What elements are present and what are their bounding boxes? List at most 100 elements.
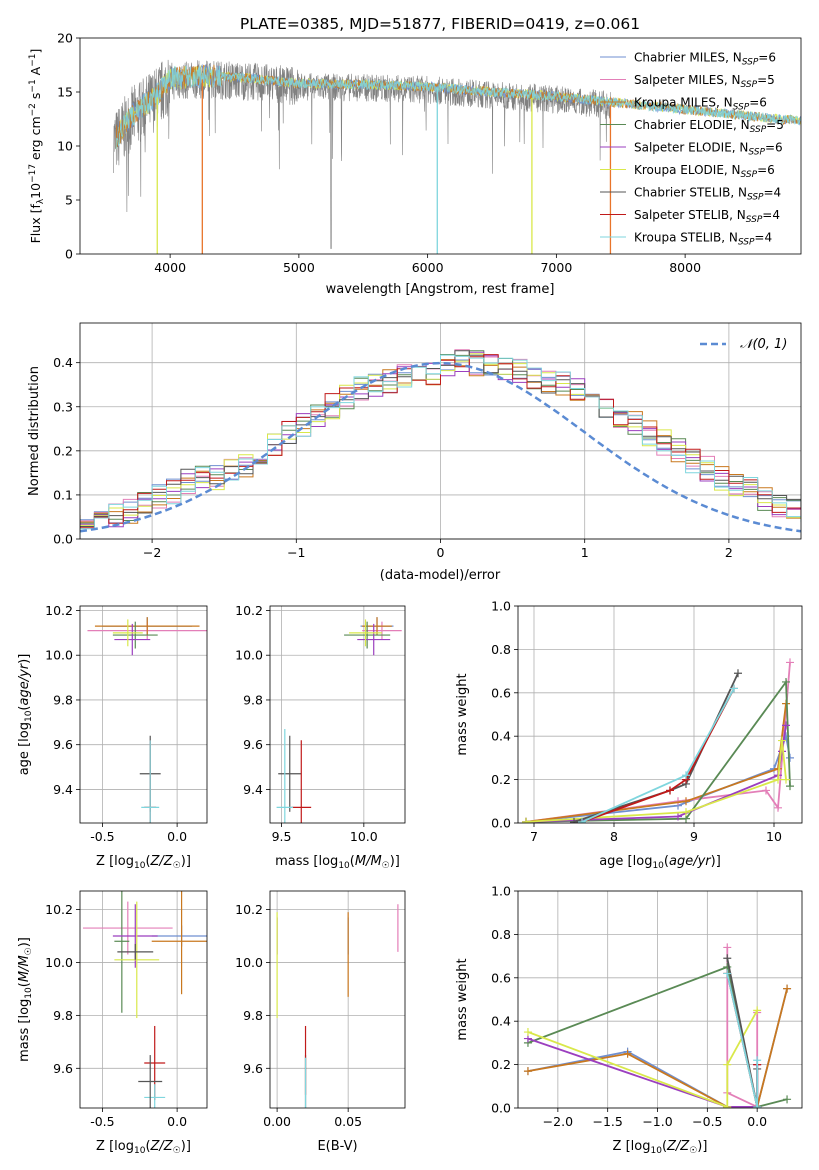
x-tick-label: 10.0 xyxy=(350,829,378,844)
x-tick-label: 0.0 xyxy=(167,829,187,844)
data-point xyxy=(151,891,207,995)
y-tick-label: 9.8 xyxy=(243,1008,263,1023)
x-tick-label: 10 xyxy=(766,829,782,844)
series-line xyxy=(522,658,794,823)
x-axis-label: Z [log10(Z/Z☉)] xyxy=(96,854,191,871)
series-marker xyxy=(666,786,674,795)
series-line xyxy=(522,721,790,823)
series-marker xyxy=(753,1006,762,1015)
y-tick-label: 10.0 xyxy=(45,648,73,663)
x-axis-label: wavelength [Angstrom, rest frame] xyxy=(326,282,555,297)
legend-series-name: Kroupa MILES, N xyxy=(634,96,733,110)
legend-nssp: =6 xyxy=(757,163,775,177)
x-tick-label: -0.5 xyxy=(90,1114,114,1129)
data-point xyxy=(278,735,302,812)
gaussian-curve xyxy=(80,361,801,533)
data-point xyxy=(276,729,294,823)
y-tick-label: 1.0 xyxy=(491,884,511,899)
x-tick-label: 8 xyxy=(610,829,618,844)
panel-mass-weight-vs-age: 7 8 9 10 0.0 0.2 0.4 0.6 0.8 1.0 age [log10(age/yr… xyxy=(455,599,803,871)
series-marker xyxy=(682,808,690,817)
y-tick-label: 0.4 xyxy=(491,729,511,744)
data-point xyxy=(94,617,200,636)
y-tick-label: 0 xyxy=(65,247,73,262)
x-tick-label: −1.0 xyxy=(642,1114,672,1129)
y-tick-label: 0.6 xyxy=(491,970,511,985)
series-marker xyxy=(723,1060,732,1069)
legend-series-name: Chabrier STELIB, N xyxy=(634,186,747,200)
x-tick-label: 5000 xyxy=(283,260,315,275)
series-path xyxy=(726,973,759,1108)
x-tick-label: 9 xyxy=(690,829,698,844)
y-tick-label: 0.0 xyxy=(491,1101,511,1116)
x-axis-label: Z [log10(Z/Z☉)] xyxy=(613,1139,708,1156)
x-axis-label: age [log10(age/yr)] xyxy=(599,854,721,871)
series-marker xyxy=(774,803,782,812)
x-tick-label: −1 xyxy=(287,545,305,560)
data-point xyxy=(114,901,160,1019)
legend-label: Chabrier ELODIE, NSSP=5 xyxy=(634,118,784,135)
plot-area xyxy=(276,617,402,823)
y-axis-label: mass weight xyxy=(455,958,470,1040)
y-tick-label: 0.3 xyxy=(53,399,73,414)
legend-nssp: =6 xyxy=(749,96,767,110)
series-marker xyxy=(523,1067,532,1076)
y-tick-label: 9.6 xyxy=(243,737,263,752)
x-tick-label: −2 xyxy=(143,545,161,560)
x-tick-label: 7 xyxy=(530,829,538,844)
x-tick-label: 0.0 xyxy=(167,1114,187,1129)
y-axis-label: Flux [fλ10−17 erg cm−2 s−1 A−1] xyxy=(28,49,46,244)
series-marker xyxy=(522,817,530,823)
series-marker xyxy=(783,984,792,993)
y-axis-label: Normed distribution xyxy=(27,366,42,496)
y-tick-label: 9.4 xyxy=(243,782,263,797)
legend-series-name: Salpeter STELIB, N xyxy=(634,208,746,222)
data-point xyxy=(112,619,143,647)
legend-label: Salpeter MILES, NSSP=5 xyxy=(634,73,775,90)
x-tick-label: 6000 xyxy=(412,260,444,275)
legend-series-name: Chabrier ELODIE, N xyxy=(634,118,750,132)
x-tick-label: −0.5 xyxy=(692,1114,722,1129)
series-marker xyxy=(783,1095,792,1104)
series-path xyxy=(527,1037,759,1108)
plot-area xyxy=(523,943,792,1108)
series-line xyxy=(523,1034,762,1108)
series-marker xyxy=(753,1102,762,1108)
y-tick-label: 10.0 xyxy=(235,648,263,663)
series-path xyxy=(525,662,791,823)
y-axis-label: mass weight xyxy=(455,673,470,755)
y-tick-label: 20 xyxy=(57,31,73,46)
x-tick-label: 9.5 xyxy=(272,829,292,844)
y-tick-label: 0.8 xyxy=(491,642,511,657)
y-tick-label: 10.2 xyxy=(45,902,73,917)
y-tick-label: 0.6 xyxy=(491,685,511,700)
data-point xyxy=(114,891,130,1013)
x-tick-label: 8000 xyxy=(669,260,701,275)
y-tick-label: 9.8 xyxy=(243,692,263,707)
x-tick-label: 0.05 xyxy=(334,1114,362,1129)
plot-area xyxy=(80,349,801,539)
legend-label: Kroupa MILES, NSSP=6 xyxy=(634,96,767,113)
data-point xyxy=(362,621,402,640)
legend-label: Kroupa ELODIE, NSSP=6 xyxy=(634,163,775,180)
y-axis-label: mass [log10(M/M☉)] xyxy=(17,937,34,1062)
series-line xyxy=(522,736,790,823)
y-tick-label: 0.0 xyxy=(491,816,511,831)
series-line xyxy=(522,732,794,823)
x-tick-label: 0.00 xyxy=(263,1114,291,1129)
legend-series-name: Chabrier MILES, N xyxy=(634,51,742,65)
series-line xyxy=(522,699,790,823)
series-marker xyxy=(782,677,790,686)
data-point xyxy=(112,621,158,649)
histogram-step xyxy=(80,354,801,534)
legend-nssp: =6 xyxy=(758,51,776,65)
legend-series-name: Kroupa ELODIE, N xyxy=(634,163,741,177)
y-tick-label: 9.6 xyxy=(53,737,73,752)
axes-frame xyxy=(517,605,803,824)
series-path xyxy=(581,688,735,823)
series-marker xyxy=(734,669,742,678)
series-line xyxy=(523,1006,762,1108)
axes-frame xyxy=(517,890,803,1109)
